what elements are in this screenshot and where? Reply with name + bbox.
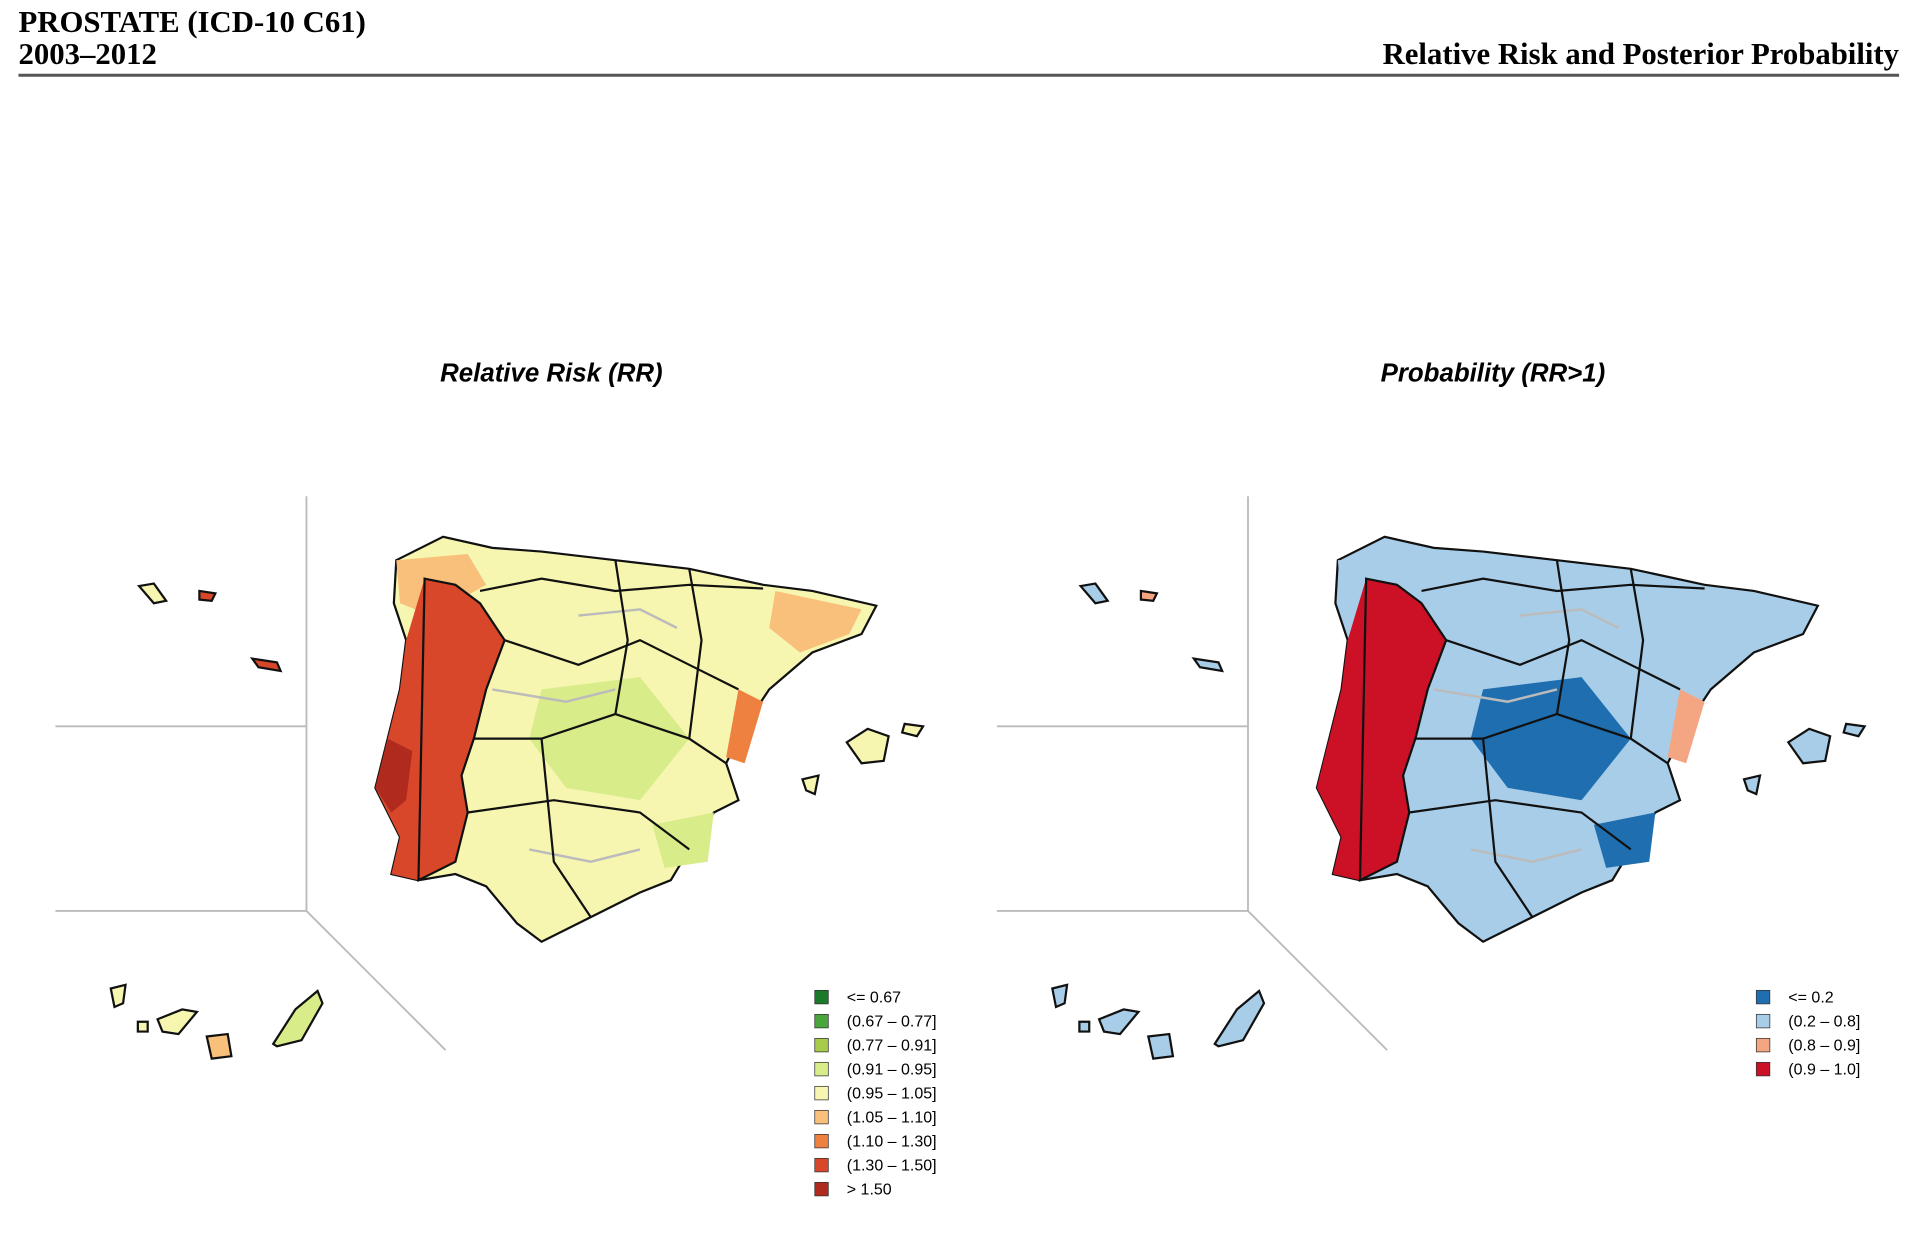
region-border: [467, 799, 690, 851]
central: [1470, 677, 1631, 801]
legend-swatch: [814, 1013, 829, 1029]
madeira: [249, 657, 283, 673]
legend-swatch: [814, 1085, 829, 1101]
azores-b: [198, 589, 218, 602]
header-period: 2003–2012: [18, 37, 156, 71]
region-border: [504, 638, 739, 691]
legend-label: (1.10 – 1.30]: [847, 1134, 937, 1151]
region-border: [614, 560, 629, 715]
map-panel: Probability (RR>1) <= 0.2 (0.2 – 0.8] (0.8 …: [996, 360, 1867, 1079]
mallorca: [845, 727, 890, 765]
panels: Relative Risk (RR) <= 0.67 (0.67 – 0.77] (0…: [55, 360, 1867, 1199]
catalonia: [769, 590, 862, 653]
legend-swatch: [814, 1157, 829, 1173]
legend-swatch: [814, 1061, 829, 1077]
panel-title: Relative Risk (RR): [440, 360, 662, 388]
portugal-south: [1316, 738, 1354, 813]
catalonia: [1710, 590, 1804, 653]
legend-swatch: [1755, 1013, 1771, 1029]
legend-label: (0.91 – 0.95]: [847, 1062, 937, 1079]
canary-a: [1051, 983, 1069, 1009]
legend-swatch: [1755, 1061, 1771, 1077]
canary-e: [1078, 1020, 1091, 1033]
legend-label: (0.8 – 0.9]: [1788, 1038, 1860, 1055]
portugal-south: [375, 738, 413, 813]
region-border: [540, 738, 592, 918]
municipal-border: [492, 688, 616, 703]
legend-label: (0.67 – 0.77]: [847, 1014, 937, 1031]
azores-b: [1139, 589, 1159, 602]
canary-b: [156, 1008, 200, 1036]
legend-swatch: [814, 1037, 829, 1053]
canary-c: [205, 1032, 233, 1060]
map-panel: Relative Risk (RR) <= 0.67 (0.67 – 0.77] (0…: [55, 360, 937, 1199]
region-border: [1629, 568, 1645, 739]
legend-label: <= 0.2: [1788, 990, 1833, 1007]
legend-swatch: [814, 1133, 829, 1149]
azores-a: [1078, 582, 1110, 605]
header-title: PROSTATE (ICD-10 C61): [18, 5, 365, 39]
canary-b: [1097, 1008, 1141, 1036]
legend-label: (0.95 – 1.05]: [847, 1086, 937, 1103]
region-border: [688, 568, 703, 739]
menorca: [1842, 722, 1867, 738]
region-border: [1445, 638, 1681, 691]
legend-swatch: [814, 1181, 829, 1197]
central: [529, 677, 690, 801]
municipal-border: [1470, 848, 1582, 863]
legend-swatch: [1755, 989, 1771, 1005]
legend-swatch: [814, 1109, 829, 1125]
legend-label: (0.9 – 1.0]: [1788, 1062, 1860, 1079]
region-border: [1409, 799, 1632, 851]
legend-label: (0.77 – 0.91]: [847, 1038, 937, 1055]
legend-label: (1.05 – 1.10]: [847, 1110, 937, 1127]
canary-e: [136, 1020, 149, 1033]
portugal-border: [1358, 577, 1448, 883]
legend-label: > 1.50: [847, 1182, 892, 1199]
inset-line: [305, 910, 447, 1051]
legend-label: <= 0.67: [847, 990, 901, 1007]
panel-title: Probability (RR>1): [1381, 360, 1606, 388]
canary-a: [109, 983, 127, 1009]
municipal-border: [528, 848, 641, 863]
legend-swatch: [1755, 1037, 1771, 1053]
portugal: [375, 578, 505, 881]
ibiza: [801, 774, 820, 796]
legend-label: (0.2 – 0.8]: [1788, 1014, 1860, 1031]
municipal-border: [1519, 608, 1620, 629]
canary-d: [1213, 989, 1266, 1048]
legend-label: (1.30 – 1.50]: [847, 1158, 937, 1175]
east-coast: [726, 689, 764, 764]
canary-c: [1146, 1032, 1175, 1060]
region-border: [1555, 560, 1571, 715]
region-border: [479, 577, 764, 593]
header-subtitle: Relative Risk and Posterior Probability: [1383, 37, 1900, 71]
portugal: [1316, 578, 1447, 881]
south: [1593, 812, 1656, 868]
south: [652, 812, 714, 868]
municipal-border: [1433, 688, 1558, 703]
azores-a: [136, 582, 169, 605]
canary-d: [271, 989, 324, 1048]
municipal-border: [578, 608, 678, 629]
legend-swatch: [814, 989, 829, 1005]
madeira: [1191, 657, 1224, 673]
menorca: [900, 722, 925, 738]
region-border: [1421, 577, 1705, 593]
east-coast: [1667, 689, 1705, 764]
mallorca: [1786, 727, 1832, 765]
region-border: [1481, 738, 1534, 918]
inset-line: [1247, 910, 1388, 1051]
ibiza: [1742, 774, 1762, 796]
portugal-border: [417, 577, 506, 883]
